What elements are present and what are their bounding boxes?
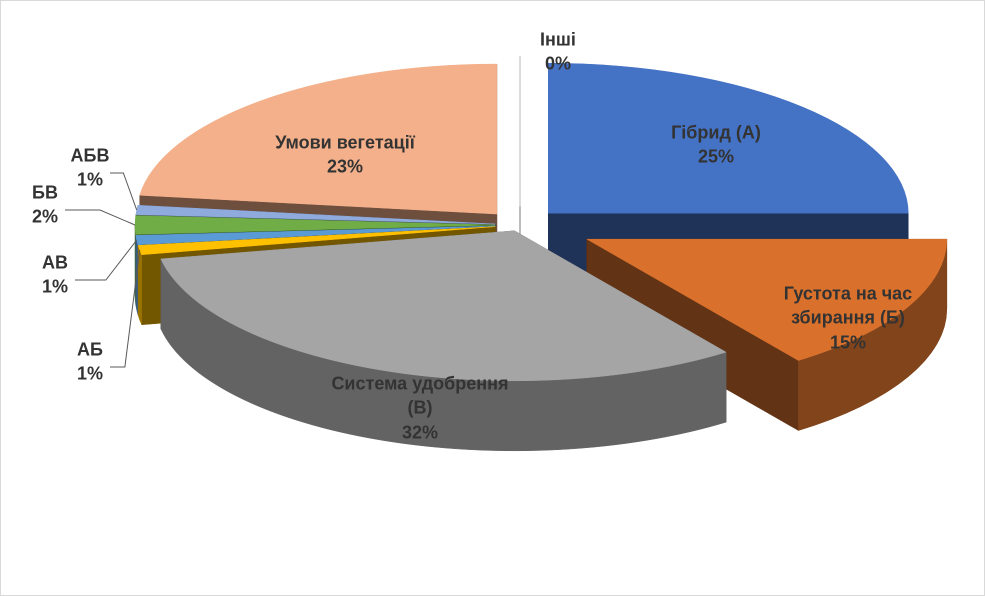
label-name: АБ (77, 339, 103, 360)
data-label: Густота на час збирання (Б) 15% (758, 282, 938, 355)
data-label: Інші 0% (518, 28, 598, 77)
label-value: 0% (544, 54, 571, 74)
label-value: 2% (31, 207, 58, 227)
label-name: Гібрид (А) (671, 122, 761, 143)
slice (585, 238, 948, 361)
slice (139, 63, 498, 215)
data-label: Система удобрення (В) 32% (320, 372, 520, 445)
label-name: БВ (32, 182, 58, 203)
label-value: 15% (829, 332, 867, 353)
label-name: АБВ (70, 145, 110, 166)
data-label: АБ 1% (60, 338, 120, 387)
label-value: 32% (401, 422, 439, 443)
data-label: АБВ 1% (60, 144, 120, 193)
label-name: Умови вегетації (275, 132, 415, 153)
label-name: Густота на час збирання (Б) (783, 283, 913, 328)
label-value: 1% (41, 277, 68, 297)
leader-line (65, 209, 136, 226)
data-label: БВ 2% (15, 181, 75, 230)
slice (135, 204, 496, 225)
label-value: 1% (76, 170, 103, 190)
data-label: Умови вегетації 23% (235, 131, 455, 180)
data-label: АВ 1% (25, 251, 85, 300)
label-value: 23% (326, 157, 364, 177)
label-value: 1% (76, 364, 103, 384)
leader-line (110, 172, 138, 211)
leader-line (110, 250, 141, 368)
slice (548, 62, 909, 214)
slice (135, 225, 496, 246)
label-name: АВ (42, 252, 68, 273)
label-value: 25% (697, 147, 735, 167)
data-label: Гібрид (А) 25% (636, 121, 796, 170)
label-name: Система удобрення (В) (331, 373, 509, 418)
leader-line (75, 239, 138, 281)
label-name: Інші (540, 29, 576, 50)
slice (160, 230, 727, 382)
